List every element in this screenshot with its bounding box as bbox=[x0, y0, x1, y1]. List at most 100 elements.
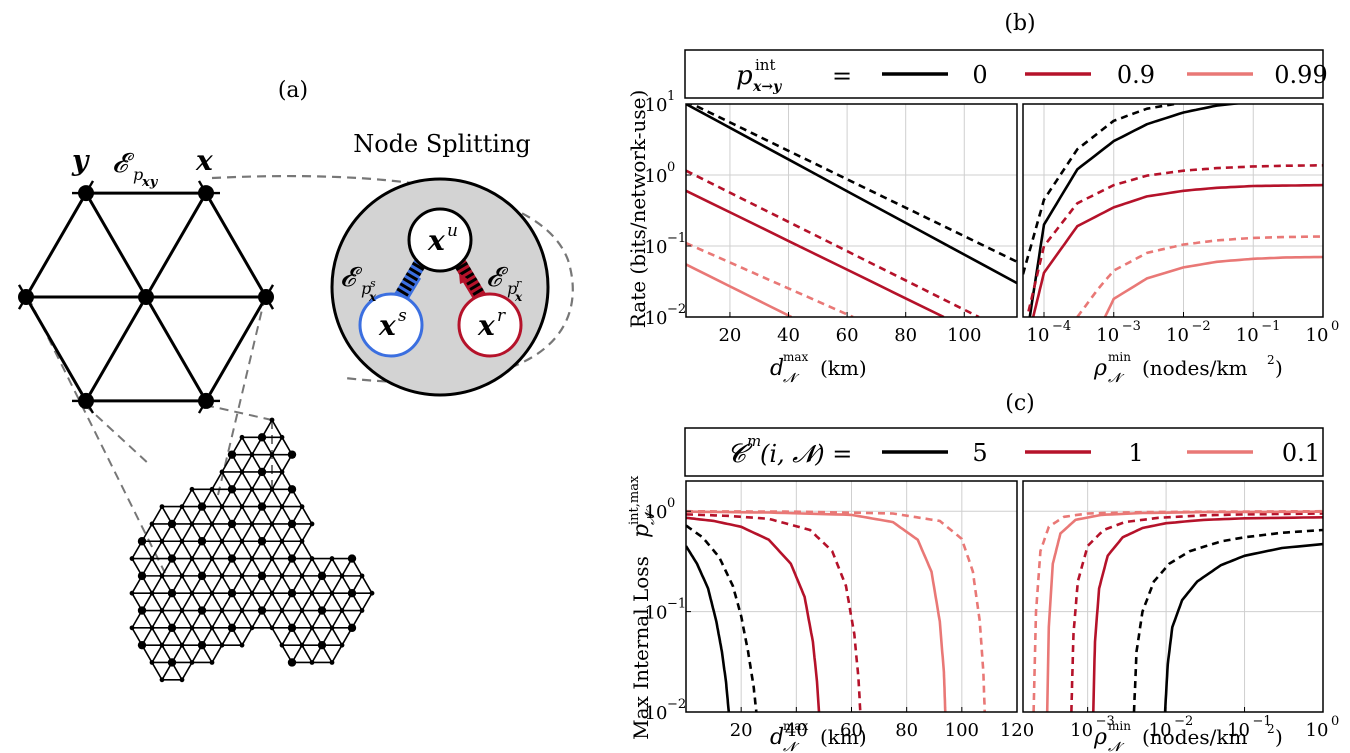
hex-edge bbox=[204, 192, 268, 298]
lattice-node bbox=[227, 554, 237, 563]
series-group bbox=[686, 509, 986, 712]
lattice-node bbox=[269, 521, 275, 527]
y-tick-label: 10 bbox=[645, 603, 668, 624]
lattice-edge bbox=[181, 523, 193, 542]
lattice-edge bbox=[271, 575, 283, 594]
lattice-node bbox=[299, 573, 305, 579]
axes-frame bbox=[1022, 103, 1324, 318]
svg-text:p: p bbox=[736, 61, 753, 91]
lattice-edge bbox=[271, 419, 283, 438]
series-b-left-0 bbox=[686, 104, 1017, 285]
x-tick-label: 20 bbox=[730, 720, 753, 741]
svg-text:): ) bbox=[1275, 725, 1283, 749]
lattice-node bbox=[239, 608, 245, 613]
legend-label-1: 0.9 bbox=[1117, 61, 1155, 89]
lattice-node bbox=[239, 538, 245, 544]
panel-c: (c) 𝓒 m (i, 𝓝) = 5 1 0.1 Max Internal Loss… bbox=[627, 391, 1324, 740]
svg-text:2: 2 bbox=[1267, 353, 1275, 367]
lattice-node bbox=[329, 660, 335, 665]
lattice-node bbox=[167, 658, 177, 667]
lattice-edge bbox=[241, 575, 253, 594]
ylabel-c: Max Internal Loss p int,max 𝓝 bbox=[627, 475, 658, 740]
lattice-node bbox=[257, 433, 267, 442]
series-c-left-4 bbox=[686, 510, 947, 712]
svg-text:max: max bbox=[783, 719, 809, 733]
lattice-node bbox=[359, 608, 365, 613]
lattice-node bbox=[257, 606, 267, 615]
lattice-edge bbox=[271, 558, 283, 577]
lattice-node bbox=[317, 571, 327, 581]
lattice-node bbox=[197, 640, 207, 650]
svg-text:p: p bbox=[361, 279, 371, 298]
lattice-node bbox=[269, 452, 275, 458]
lattice-node bbox=[287, 623, 297, 633]
lattice-node bbox=[159, 677, 165, 683]
lattice-node bbox=[287, 450, 297, 459]
grid bbox=[686, 481, 1018, 712]
lattice-node bbox=[189, 625, 195, 631]
x-tick-labels: 20 40 60 80 100 bbox=[718, 312, 981, 346]
lattice-node bbox=[129, 590, 135, 596]
lattice-edge bbox=[211, 610, 223, 629]
x-tick-label: 10 bbox=[1096, 325, 1119, 346]
lattice-edge bbox=[241, 436, 253, 456]
lattice-edge bbox=[301, 558, 313, 577]
panel-b: (b) p int x→y = 0 0.9 0.99 Rate (bits/netw… bbox=[626, 11, 1328, 328]
lattice-edge bbox=[301, 540, 313, 559]
lattice-edge bbox=[271, 610, 283, 629]
lattice-node bbox=[309, 590, 315, 596]
lattice-node bbox=[149, 660, 155, 665]
x-tick-labels: 10 −3 10 −2 10 −1 10 0 bbox=[1070, 707, 1339, 741]
y-tick-label-exp: −1 bbox=[667, 231, 686, 246]
lattice-node bbox=[137, 571, 147, 581]
lattice-edge bbox=[271, 436, 283, 456]
lattice-node bbox=[317, 640, 327, 650]
series-c-right-5 bbox=[1032, 509, 1323, 712]
lattice-node bbox=[287, 658, 297, 667]
hex-spoke bbox=[84, 296, 148, 402]
lattice-node bbox=[138, 289, 154, 305]
y-tick-label: 10 bbox=[645, 95, 668, 116]
lattice-edge bbox=[151, 610, 163, 629]
lattice-edge bbox=[331, 644, 343, 663]
lattice-node bbox=[249, 625, 255, 631]
lattice-edge bbox=[151, 575, 163, 594]
svg-text:r: r bbox=[516, 277, 522, 290]
lattice-node bbox=[257, 571, 267, 581]
lattice-edge bbox=[271, 523, 283, 542]
xlabel-b-right: ρ min 𝓝 (nodes/km 2 ) bbox=[1093, 350, 1283, 386]
svg-text:Rate (bits/network-use): Rate (bits/network-use) bbox=[626, 90, 650, 329]
series-c-left-3 bbox=[686, 513, 862, 712]
lattice-node bbox=[137, 606, 147, 615]
svg-text:x: x bbox=[477, 309, 495, 342]
svg-text:𝓝: 𝓝 bbox=[783, 371, 800, 386]
lattice-node bbox=[209, 590, 215, 596]
x-tick-label-exp: 0 bbox=[1331, 319, 1339, 334]
lattice-node bbox=[197, 571, 207, 581]
lattice-node bbox=[189, 521, 195, 527]
lattice-node bbox=[279, 434, 285, 440]
hex-edge bbox=[24, 296, 88, 402]
lattice-node bbox=[219, 608, 225, 613]
x-tick-label: 100 bbox=[945, 720, 979, 741]
hex-spoke bbox=[84, 192, 148, 298]
lattice-edge bbox=[241, 523, 253, 542]
lattice-node bbox=[279, 538, 285, 544]
lattice-edge bbox=[301, 627, 313, 646]
lattice-node bbox=[159, 642, 165, 648]
legend-label-2: 0.1 bbox=[1282, 439, 1320, 467]
edge-u-r bbox=[452, 256, 488, 304]
lattice-edge bbox=[151, 592, 163, 611]
lattice-node bbox=[339, 608, 345, 613]
lattice-node bbox=[347, 589, 357, 598]
lattice-edge bbox=[271, 488, 283, 508]
lattice-node bbox=[197, 537, 207, 546]
svg-text:ρ: ρ bbox=[1093, 356, 1107, 381]
lattice-edge bbox=[181, 558, 193, 577]
lattice-edge bbox=[211, 592, 223, 611]
lattice-edge bbox=[331, 558, 343, 577]
series-c-right-1 bbox=[1132, 528, 1323, 712]
